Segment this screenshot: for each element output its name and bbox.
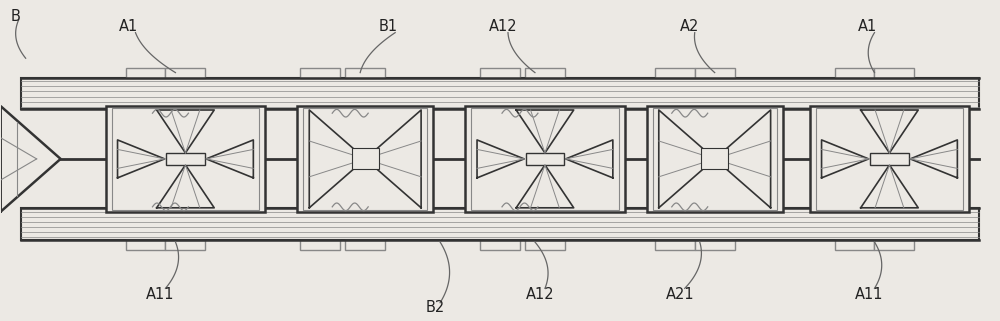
- Bar: [835, 240, 874, 250]
- Bar: [874, 240, 914, 250]
- Bar: [126, 68, 165, 78]
- Bar: [480, 68, 520, 78]
- Polygon shape: [1, 106, 61, 212]
- Bar: [21, 208, 979, 240]
- Polygon shape: [861, 110, 918, 153]
- Polygon shape: [118, 140, 165, 178]
- Bar: [297, 106, 433, 212]
- Text: A1: A1: [858, 19, 877, 34]
- Bar: [166, 153, 205, 165]
- Bar: [345, 240, 385, 250]
- Text: A21: A21: [665, 287, 694, 302]
- Polygon shape: [157, 165, 214, 208]
- Text: A12: A12: [526, 287, 554, 302]
- Bar: [165, 240, 205, 250]
- Polygon shape: [206, 140, 253, 178]
- Bar: [653, 108, 777, 210]
- Polygon shape: [861, 165, 918, 208]
- Bar: [303, 108, 427, 210]
- Bar: [835, 68, 874, 78]
- Polygon shape: [516, 110, 574, 153]
- Bar: [21, 78, 979, 109]
- Bar: [471, 108, 619, 210]
- Bar: [165, 68, 205, 78]
- Bar: [810, 106, 969, 212]
- Text: B1: B1: [379, 19, 398, 34]
- Polygon shape: [477, 140, 524, 178]
- Bar: [870, 153, 909, 165]
- Text: A11: A11: [146, 287, 175, 302]
- Polygon shape: [365, 110, 421, 208]
- Bar: [300, 68, 340, 78]
- Bar: [647, 106, 783, 212]
- Polygon shape: [822, 140, 869, 178]
- Bar: [655, 68, 695, 78]
- Bar: [525, 68, 565, 78]
- Bar: [701, 148, 728, 169]
- Bar: [465, 106, 625, 212]
- Bar: [874, 68, 914, 78]
- Polygon shape: [157, 110, 214, 153]
- Bar: [695, 240, 735, 250]
- Text: A2: A2: [680, 19, 699, 34]
- Text: A12: A12: [489, 19, 517, 34]
- Bar: [352, 148, 379, 169]
- Polygon shape: [910, 140, 957, 178]
- Polygon shape: [715, 110, 771, 208]
- Bar: [480, 240, 520, 250]
- Bar: [655, 240, 695, 250]
- Text: B2: B2: [425, 300, 445, 315]
- Polygon shape: [659, 110, 715, 208]
- Bar: [816, 108, 963, 210]
- Polygon shape: [516, 165, 574, 208]
- Bar: [526, 153, 564, 165]
- Polygon shape: [309, 110, 365, 208]
- Bar: [106, 106, 265, 212]
- Text: A1: A1: [119, 19, 138, 34]
- Bar: [345, 68, 385, 78]
- Bar: [112, 108, 259, 210]
- Bar: [126, 240, 165, 250]
- Polygon shape: [566, 140, 613, 178]
- Text: B: B: [11, 9, 21, 24]
- Bar: [695, 68, 735, 78]
- Bar: [525, 240, 565, 250]
- Bar: [300, 240, 340, 250]
- Text: A11: A11: [855, 287, 884, 302]
